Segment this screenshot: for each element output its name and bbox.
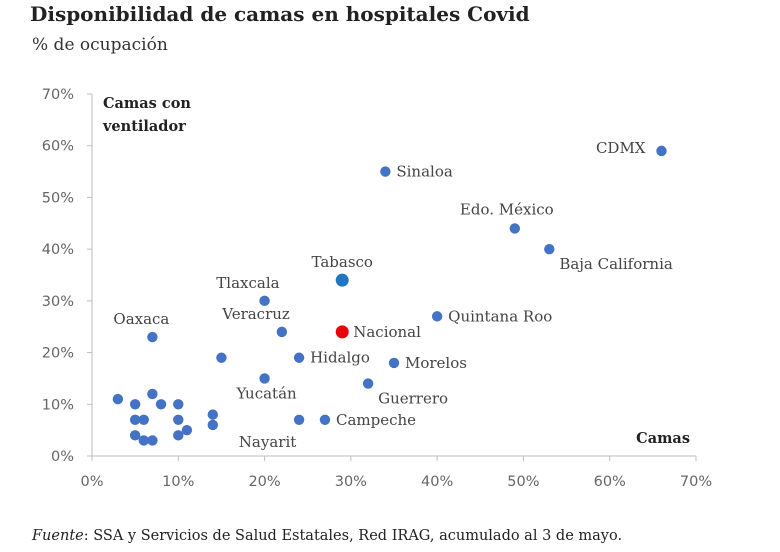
data-point — [656, 145, 667, 157]
data-point — [112, 393, 124, 405]
source-label: Fuente — [32, 528, 84, 544]
point-label: Tabasco — [311, 253, 372, 271]
data-points — [112, 145, 667, 446]
y-tick-label: 30% — [42, 294, 74, 310]
y-axis-title: ventilador — [102, 118, 186, 135]
data-point — [155, 399, 167, 410]
point-label: Nacional — [353, 323, 421, 341]
data-point — [335, 273, 349, 287]
data-point — [181, 424, 193, 436]
x-tick-label: 10% — [162, 474, 194, 490]
x-tick-label: 0% — [80, 474, 103, 490]
source-text: : SSA y Servicios de Salud Estatales, Re… — [83, 528, 623, 544]
point-label: Sinaloa — [396, 163, 453, 181]
y-tick-label: 0% — [51, 449, 74, 465]
data-point — [335, 325, 349, 339]
y-tick-label: 60% — [42, 139, 74, 155]
x-tick-label: 50% — [507, 474, 539, 490]
data-point — [293, 414, 305, 425]
data-point — [147, 388, 158, 400]
y-tick-label: 20% — [42, 346, 74, 362]
y-axis-title: Camas con — [103, 95, 191, 112]
point-label: Nayarit — [239, 433, 296, 451]
data-point — [544, 243, 555, 255]
chart-title: Disponibilidad de camas en hospitales Co… — [30, 2, 530, 26]
data-point — [138, 414, 149, 425]
x-tick-label: 60% — [594, 474, 626, 490]
y-tick-label: 10% — [42, 397, 74, 413]
data-point — [259, 373, 270, 384]
point-label: Hidalgo — [310, 349, 370, 367]
y-tick-label: 40% — [42, 242, 74, 258]
chart-subtitle: % de ocupación — [32, 35, 168, 55]
data-point — [509, 223, 520, 234]
data-point — [362, 378, 374, 389]
data-point — [431, 311, 443, 322]
point-label: Quintana Roo — [448, 307, 552, 325]
point-label: Veracruz — [221, 305, 290, 323]
x-tick-label: 40% — [421, 474, 453, 490]
data-point — [129, 414, 141, 425]
point-labels: CDMX Sinaloa Edo. México Baja California Tab… — [113, 139, 672, 451]
data-point — [129, 430, 141, 441]
data-point — [129, 399, 141, 410]
data-point — [380, 166, 391, 177]
point-label: Guerrero — [378, 390, 448, 408]
point-label: Morelos — [405, 354, 467, 372]
data-point — [147, 331, 158, 343]
data-point — [276, 326, 288, 338]
point-label: Campeche — [336, 411, 416, 429]
data-point — [207, 409, 218, 420]
data-point — [259, 295, 270, 307]
x-tick-label: 30% — [335, 474, 367, 490]
source-note: Fuente: SSA y Servicios de Salud Estatal… — [32, 528, 622, 544]
y-tick-label: 50% — [42, 190, 74, 206]
data-point — [293, 352, 305, 363]
data-point — [207, 419, 218, 431]
point-label: Tlaxcala — [216, 274, 279, 292]
point-label: CDMX — [596, 139, 646, 157]
x-tick-label: 20% — [248, 474, 280, 490]
point-label: Edo. México — [460, 200, 554, 218]
point-label: Baja California — [559, 255, 673, 273]
data-point — [173, 430, 184, 441]
data-point — [173, 414, 184, 425]
axes: 0% 10% 20% 30% 40% 50% 60% 70% 0% 10% 20% 30% 40% 50%… — [42, 87, 712, 490]
data-point — [388, 357, 400, 369]
x-axis-title: Camas — [636, 430, 690, 447]
data-point — [319, 414, 331, 425]
data-point — [138, 435, 149, 446]
point-label: Yucatán — [235, 384, 297, 402]
data-point — [173, 399, 184, 410]
x-tick-label: 70% — [680, 474, 712, 490]
data-point — [147, 435, 158, 446]
y-tick-label: 70% — [42, 87, 74, 103]
point-label: Oaxaca — [113, 310, 169, 328]
data-point — [216, 352, 227, 363]
